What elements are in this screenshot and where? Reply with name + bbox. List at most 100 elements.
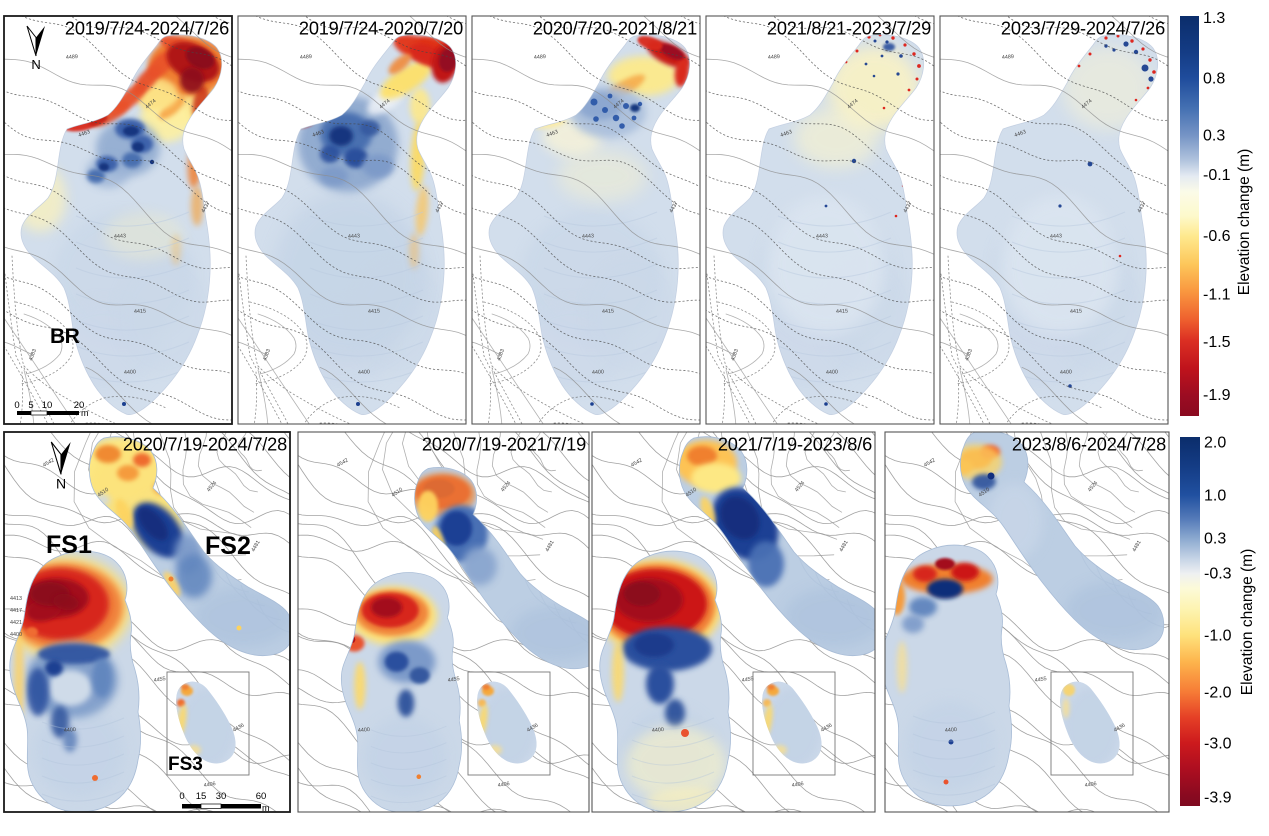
svg-text:4406: 4406 [497,781,510,789]
svg-text:4489: 4489 [534,54,546,61]
svg-text:4437: 4437 [669,201,680,214]
svg-text:0.3: 0.3 [1203,128,1225,145]
svg-text:2.0: 2.0 [1204,435,1226,452]
svg-text:10: 10 [42,400,53,411]
svg-text:FS1: FS1 [46,531,92,559]
svg-text:20: 20 [74,400,85,411]
svg-text:0: 0 [14,400,19,411]
svg-text:4463: 4463 [312,129,325,139]
svg-text:-0.1: -0.1 [1203,167,1231,184]
svg-text:FS3: FS3 [168,754,203,775]
svg-text:BR: BR [50,325,80,348]
svg-text:N: N [56,475,66,491]
svg-text:1.0: 1.0 [1204,488,1226,505]
svg-text:1.3: 1.3 [1203,10,1225,27]
svg-text:4443: 4443 [816,233,828,240]
svg-text:4510: 4510 [97,487,110,499]
svg-text:Elevation change (m): Elevation change (m) [1239,549,1256,695]
svg-text:4383: 4383 [496,348,506,361]
svg-text:4481: 4481 [251,540,262,553]
svg-text:4436: 4436 [232,723,245,734]
svg-text:4542: 4542 [42,458,55,469]
svg-text:4455: 4455 [741,676,754,684]
svg-text:4443: 4443 [348,233,360,240]
svg-text:15: 15 [196,791,207,802]
svg-text:4415: 4415 [1070,309,1082,315]
svg-text:4406: 4406 [203,781,216,789]
svg-text:4400: 4400 [1060,369,1072,376]
svg-text:4542: 4542 [630,458,643,469]
svg-text:4443: 4443 [1050,233,1062,240]
svg-text:0: 0 [179,791,184,802]
svg-text:4400: 4400 [358,369,370,376]
svg-text:4383: 4383 [730,348,740,361]
svg-text:4400: 4400 [592,369,604,376]
svg-text:2019/7/24-2024/7/26: 2019/7/24-2024/7/26 [65,19,229,39]
svg-text:4542: 4542 [336,458,349,469]
svg-text:4437: 4437 [201,201,212,214]
svg-text:4489: 4489 [66,54,78,61]
svg-text:4400: 4400 [826,369,838,376]
svg-text:4510: 4510 [391,487,404,499]
svg-text:4415: 4415 [134,309,146,315]
svg-text:4436: 4436 [1113,723,1126,734]
svg-text:4443: 4443 [582,233,594,240]
svg-text:4437: 4437 [903,201,914,214]
svg-text:m: m [262,803,270,813]
svg-text:-1.5: -1.5 [1203,334,1231,351]
svg-text:2021/8/21-2023/7/29: 2021/8/21-2023/7/29 [767,19,931,39]
svg-text:4415: 4415 [602,309,614,315]
svg-text:4383: 4383 [964,348,974,361]
svg-text:4400: 4400 [358,727,370,734]
svg-text:2023/8/6-2024/7/28: 2023/8/6-2024/7/28 [1012,435,1166,455]
svg-text:4463: 4463 [1014,129,1027,139]
svg-text:4481: 4481 [1132,540,1143,553]
svg-text:4400: 4400 [64,727,76,734]
svg-text:2020/7/20-2021/8/21: 2020/7/20-2021/8/21 [533,19,697,39]
svg-text:4415: 4415 [836,309,848,315]
svg-text:0.8: 0.8 [1203,70,1225,87]
svg-text:2023/7/29-2024/7/26: 2023/7/29-2024/7/26 [1001,19,1165,39]
svg-text:Elevation change (m): Elevation change (m) [1236,149,1253,295]
svg-text:4413: 4413 [10,596,22,602]
svg-text:4481: 4481 [545,540,556,553]
svg-text:4406: 4406 [1084,781,1097,789]
svg-text:-1.0: -1.0 [1204,628,1232,645]
svg-text:4489: 4489 [768,54,780,61]
svg-text:4400: 4400 [10,632,22,638]
svg-text:4455: 4455 [1034,676,1047,684]
svg-text:4437: 4437 [1137,201,1148,214]
svg-text:4510: 4510 [978,487,991,499]
svg-text:4489: 4489 [300,54,312,61]
svg-text:60: 60 [256,791,267,802]
svg-text:4417: 4417 [10,608,22,614]
svg-text:4463: 4463 [78,129,91,139]
svg-text:4455: 4455 [447,676,460,684]
svg-text:4400: 4400 [945,727,957,734]
svg-text:4542: 4542 [923,458,936,469]
svg-text:N: N [31,57,40,72]
svg-text:2021/7/19-2023/8/6: 2021/7/19-2023/8/6 [718,435,872,455]
svg-text:2019/7/24-2020/7/20: 2019/7/24-2020/7/20 [299,19,463,39]
svg-text:4463: 4463 [780,129,793,139]
svg-text:4415: 4415 [368,309,380,315]
svg-text:4437: 4437 [435,201,446,214]
svg-text:4443: 4443 [114,233,126,240]
svg-text:4383: 4383 [28,348,38,361]
svg-text:4489: 4489 [1002,54,1014,61]
svg-text:4455: 4455 [153,676,166,684]
svg-text:30: 30 [216,791,227,802]
svg-text:4421: 4421 [10,620,22,626]
svg-text:FS2: FS2 [205,532,251,560]
svg-text:-3.9: -3.9 [1204,790,1232,807]
svg-text:4406: 4406 [791,781,804,789]
svg-text:-1.9: -1.9 [1203,387,1231,404]
svg-text:4510: 4510 [685,487,698,499]
svg-text:-0.6: -0.6 [1203,228,1231,245]
svg-text:4463: 4463 [546,129,559,139]
svg-text:-1.1: -1.1 [1203,286,1231,303]
svg-text:5: 5 [28,400,33,411]
svg-text:-0.3: -0.3 [1204,566,1232,583]
svg-text:4481: 4481 [839,540,850,553]
svg-text:4436: 4436 [820,723,833,734]
